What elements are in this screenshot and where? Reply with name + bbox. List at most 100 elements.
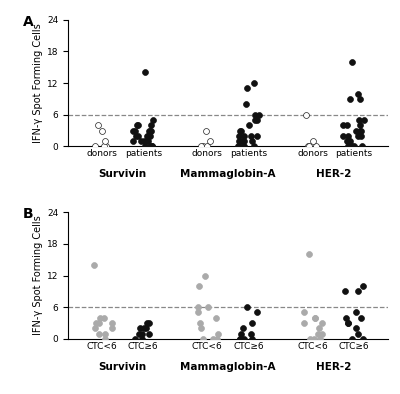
Point bbox=[100, 143, 107, 149]
Point bbox=[310, 138, 316, 144]
Point bbox=[207, 138, 214, 144]
Point bbox=[239, 138, 245, 144]
Point bbox=[198, 143, 204, 149]
Point bbox=[235, 143, 241, 149]
Point bbox=[307, 336, 313, 342]
Point bbox=[358, 127, 364, 134]
Point bbox=[142, 143, 148, 149]
Point bbox=[248, 331, 254, 337]
Point bbox=[148, 122, 154, 128]
Point bbox=[237, 127, 244, 134]
Point bbox=[235, 143, 242, 149]
Point bbox=[203, 127, 210, 134]
Point bbox=[195, 304, 202, 310]
Point bbox=[350, 143, 357, 149]
Point bbox=[142, 69, 148, 76]
Point bbox=[241, 133, 248, 139]
Point bbox=[238, 331, 245, 337]
Point bbox=[136, 325, 143, 331]
Point bbox=[356, 127, 363, 134]
Point bbox=[150, 117, 157, 123]
Point bbox=[102, 143, 109, 149]
Point bbox=[355, 91, 362, 97]
Point bbox=[250, 80, 257, 86]
Point bbox=[235, 138, 242, 144]
Point bbox=[96, 320, 102, 326]
Point bbox=[132, 127, 138, 134]
Point bbox=[102, 331, 108, 337]
Point bbox=[317, 336, 324, 342]
Point bbox=[138, 336, 145, 342]
Point bbox=[146, 127, 153, 134]
Point bbox=[357, 96, 363, 102]
Point bbox=[96, 331, 102, 337]
Point bbox=[204, 143, 210, 149]
Point bbox=[340, 133, 346, 139]
Point bbox=[130, 127, 136, 134]
Point bbox=[353, 309, 359, 316]
Point bbox=[344, 320, 351, 326]
Point bbox=[313, 143, 319, 149]
Point bbox=[318, 320, 325, 326]
Point bbox=[196, 320, 203, 326]
Point bbox=[249, 336, 255, 342]
Point bbox=[344, 138, 350, 144]
Point bbox=[360, 336, 366, 342]
Text: HER-2: HER-2 bbox=[316, 362, 351, 372]
Text: Survivin: Survivin bbox=[98, 169, 147, 179]
Point bbox=[319, 331, 326, 337]
Point bbox=[346, 96, 353, 102]
Point bbox=[102, 336, 108, 342]
Text: B: B bbox=[23, 207, 34, 221]
Point bbox=[240, 325, 246, 331]
Point bbox=[349, 143, 356, 149]
Point bbox=[238, 127, 245, 134]
Point bbox=[359, 143, 366, 149]
Point bbox=[347, 138, 354, 144]
Point bbox=[301, 320, 308, 326]
Point bbox=[92, 143, 98, 149]
Point bbox=[311, 336, 317, 342]
Point bbox=[92, 325, 98, 331]
Point bbox=[148, 127, 154, 134]
Point bbox=[345, 133, 351, 139]
Point bbox=[355, 133, 362, 139]
Text: Mammaglobin-A: Mammaglobin-A bbox=[180, 169, 276, 179]
Point bbox=[241, 138, 248, 144]
Point bbox=[254, 133, 260, 139]
Point bbox=[253, 309, 260, 316]
Point bbox=[244, 85, 250, 91]
Point bbox=[210, 336, 216, 342]
Point bbox=[202, 272, 208, 279]
Point bbox=[95, 122, 101, 128]
Point bbox=[149, 143, 156, 149]
Point bbox=[312, 314, 318, 321]
Point bbox=[137, 138, 144, 144]
Point bbox=[358, 314, 364, 321]
Point bbox=[314, 331, 321, 337]
Point bbox=[355, 331, 362, 337]
Point bbox=[196, 283, 202, 289]
Point bbox=[360, 283, 366, 289]
Point bbox=[348, 59, 355, 65]
Point bbox=[108, 325, 115, 331]
Point bbox=[301, 309, 307, 316]
Point bbox=[99, 127, 105, 134]
Point bbox=[357, 122, 364, 128]
Point bbox=[213, 314, 219, 321]
Point bbox=[144, 320, 150, 326]
Point bbox=[356, 117, 362, 123]
Point bbox=[247, 133, 254, 139]
Point bbox=[214, 331, 221, 337]
Point bbox=[132, 336, 138, 342]
Y-axis label: IFN-γ Spot Forming Cells: IFN-γ Spot Forming Cells bbox=[33, 23, 43, 143]
Point bbox=[237, 336, 243, 342]
Point bbox=[244, 304, 250, 310]
Point bbox=[355, 288, 361, 294]
Point bbox=[130, 138, 136, 144]
Point bbox=[149, 143, 155, 149]
Text: Survivin: Survivin bbox=[98, 362, 147, 372]
Point bbox=[254, 117, 260, 123]
Point bbox=[340, 122, 346, 128]
Point bbox=[241, 336, 247, 342]
